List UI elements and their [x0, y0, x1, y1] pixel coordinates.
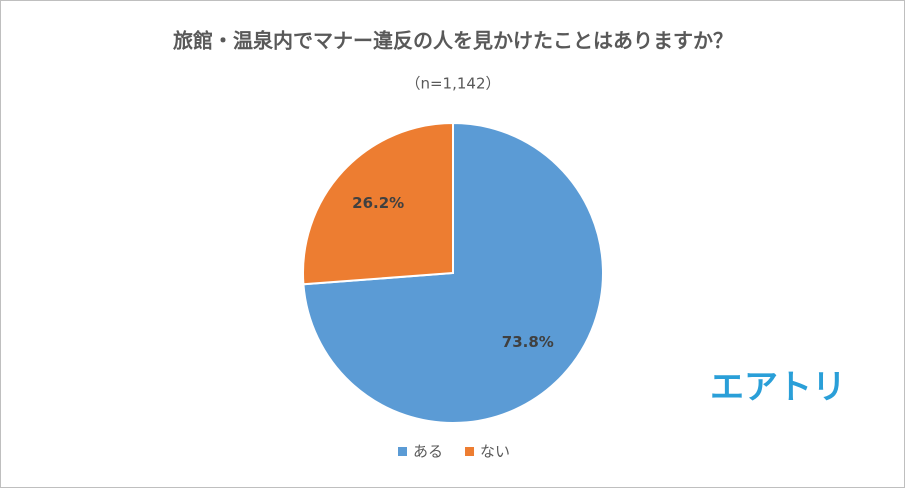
legend-swatch: [398, 447, 407, 456]
legend-swatch: [465, 447, 475, 456]
legend-label: ない: [480, 443, 510, 461]
legend-label: ある: [413, 443, 443, 461]
chart-title: 旅館・温泉内でマナー違反の人を見かけたことはありますか？: [173, 29, 733, 53]
logo: エアトリ: [710, 368, 846, 408]
data-label: 73.8%: [502, 333, 554, 351]
chart-subtitle: （n=1,142）: [405, 75, 500, 93]
pie-slice: [302, 121, 454, 286]
data-label: 26.2%: [352, 194, 404, 212]
